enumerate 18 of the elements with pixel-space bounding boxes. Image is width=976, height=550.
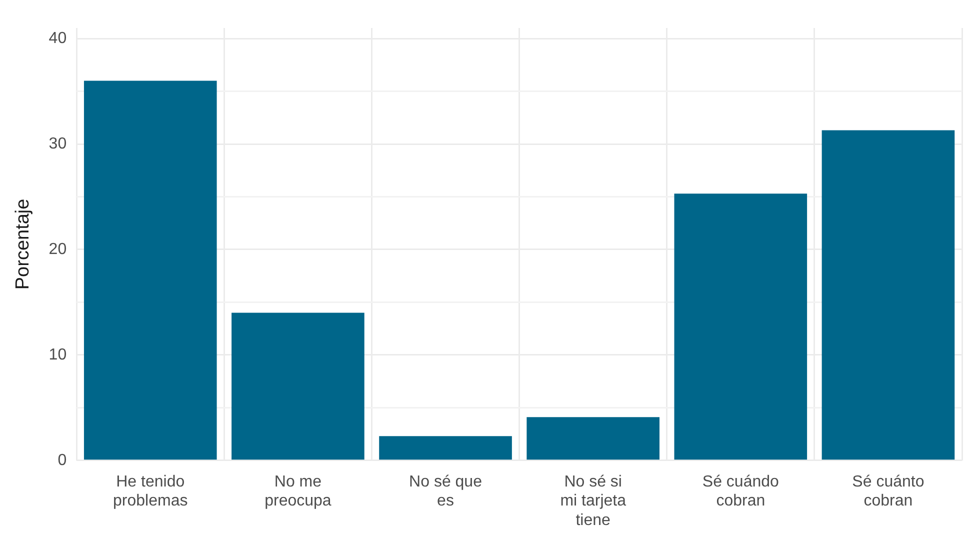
bar — [84, 80, 217, 460]
x-tick-label: He tenido problemas — [113, 473, 188, 510]
x-tick-label: No sé que es — [409, 473, 482, 510]
y-tick-label: 30 — [48, 135, 67, 152]
bar — [674, 194, 808, 460]
y-axis-title: Porcentaje — [12, 198, 34, 290]
y-tick-label: 0 — [58, 452, 67, 469]
y-tick-label: 40 — [48, 30, 67, 47]
x-tick-label: Sé cuánto cobran — [852, 473, 924, 510]
bar — [379, 436, 512, 460]
bar — [232, 312, 364, 460]
y-tick-label: 20 — [48, 240, 67, 258]
bar — [526, 417, 660, 460]
x-tick-label: Sé cuándo cobran — [702, 473, 779, 510]
y-tick-label: 10 — [48, 346, 67, 364]
bar — [822, 130, 955, 460]
x-tick-label: No me preocupa — [264, 473, 332, 510]
x-tick-label: No sé si mi tarjeta tiene — [560, 473, 626, 529]
